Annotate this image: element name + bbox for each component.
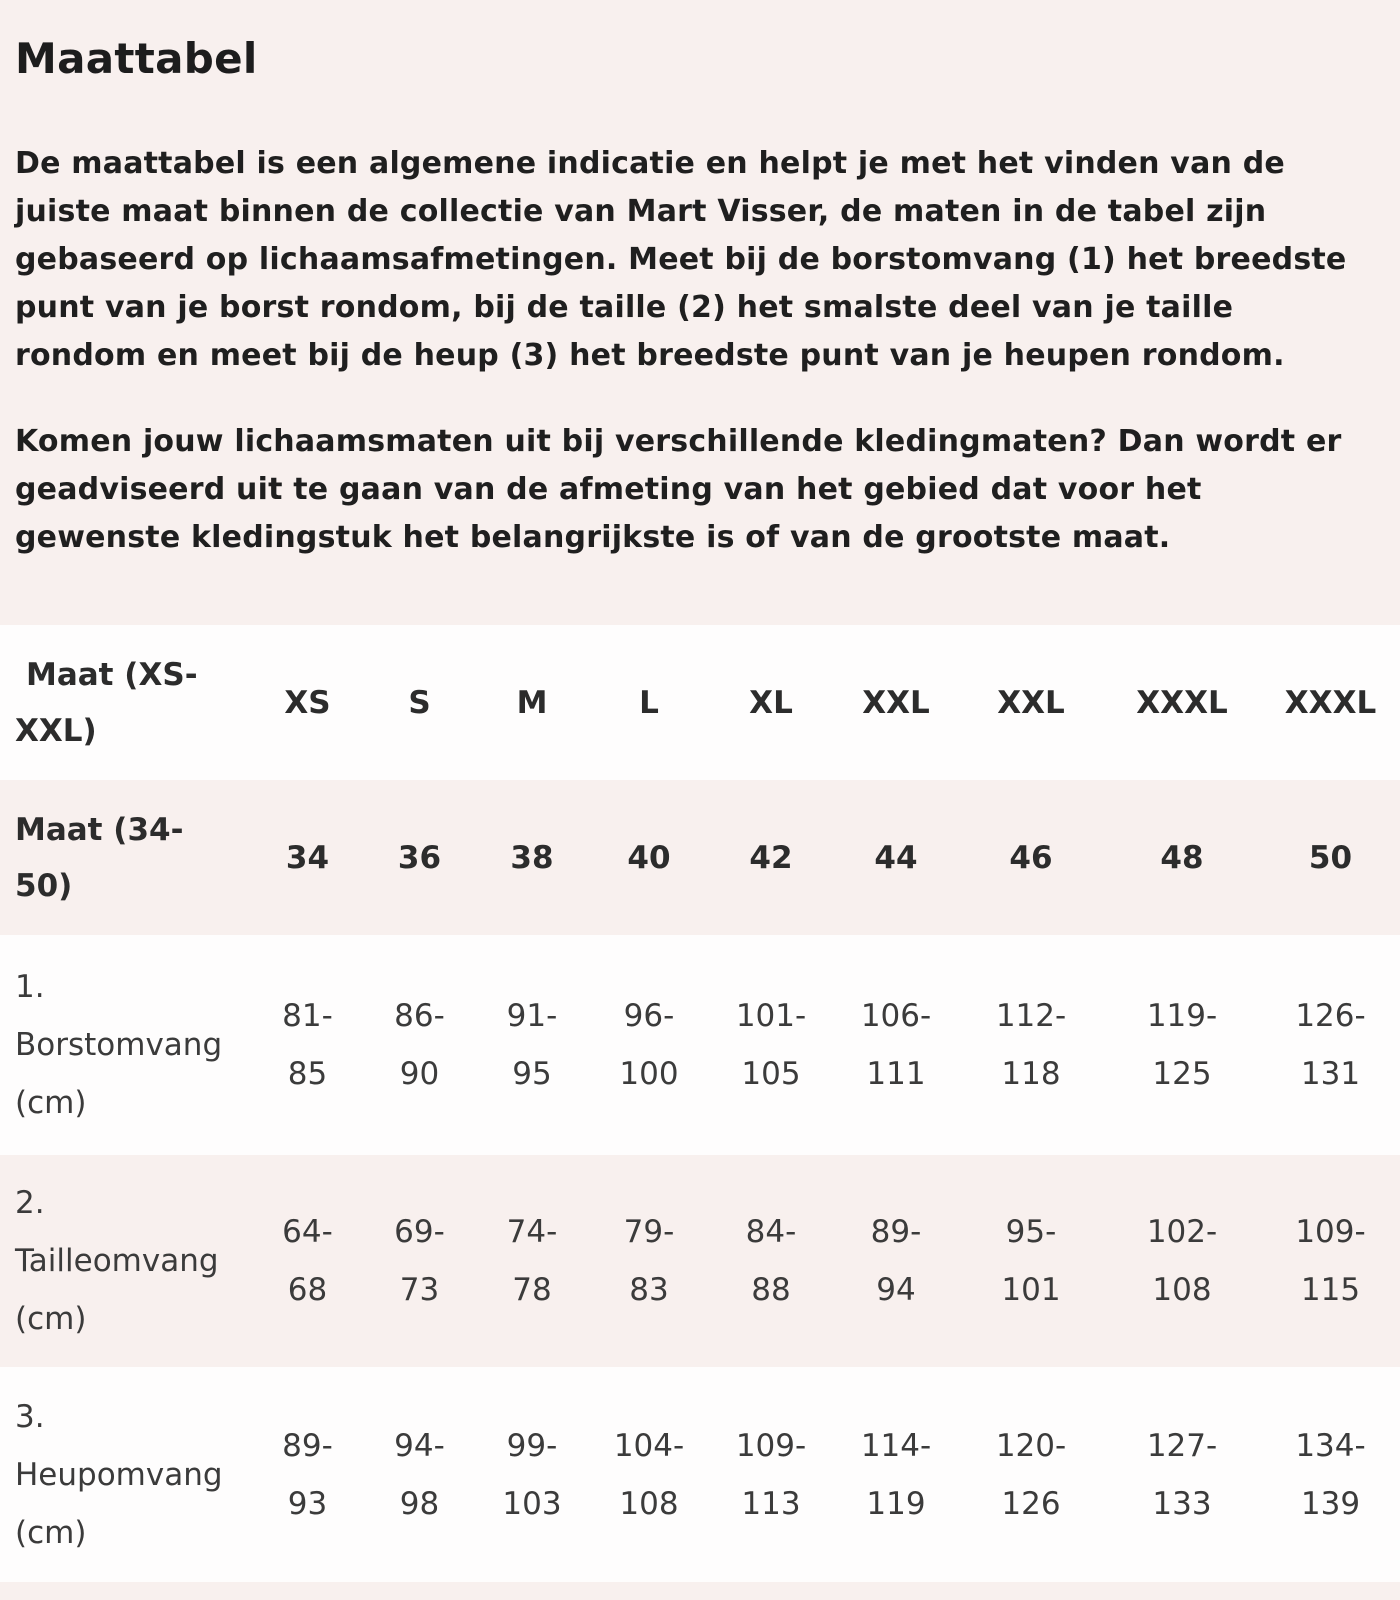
size-value-cell: 48 [1160,839,1204,876]
measure-value-cell: 79- 83 [623,1214,675,1308]
size-value-cell: L [639,684,659,721]
measure-value-cell: 114- 119 [860,1427,932,1522]
intro-paragraph: De maattabel is een algemene indicatie e… [15,146,1347,373]
page-title: Maattabel [15,34,258,83]
size-table: Maat (XS- XXL) XS S M L XL XXL XXL XXXL … [0,625,1400,1582]
size-value-cell: 46 [1009,839,1053,876]
row-label-size-letters: Maat (XS- XXL) [15,656,198,749]
measure-value-cell: 112- 118 [995,998,1067,1092]
measure-value-cell: 134- 139 [1295,1427,1366,1522]
measure-value-cell: 102- 108 [1146,1214,1218,1308]
measure-value-cell: 99- 103 [502,1427,562,1522]
measure-value-cell: 84- 88 [745,1214,797,1308]
measure-value-cell: 64- 68 [282,1214,333,1308]
measure-value-cell: 95- 101 [1001,1214,1061,1308]
measure-value-cell: 120- 126 [995,1427,1067,1522]
size-value-cell: M [516,684,548,721]
measure-value-cell: 96- 100 [619,998,679,1092]
measure-value-cell: 74- 78 [506,1214,558,1308]
measure-value-cell: 89- 94 [870,1214,922,1308]
size-value-cell: XXXL [1284,684,1377,721]
measure-value-cell: 127- 133 [1146,1427,1218,1522]
advice-paragraph: Komen jouw lichaamsmaten uit bij verschi… [15,424,1342,555]
size-value-cell: S [408,684,431,721]
size-value-cell: XXL [862,684,930,721]
table-row-size-letters: Maat (XS- XXL) XS S M L XL XXL XXL XXXL … [0,625,1400,780]
size-value-cell: 40 [627,839,671,876]
table-row-hip: 3. Heupomvang (cm) 89- 93 94- 98 99- 103… [0,1367,1400,1582]
table-row-waist: 2. Tailleomvang (cm) 64- 68 69- 73 74- 7… [0,1155,1400,1367]
size-value-cell: XXL [997,684,1065,721]
measure-value-cell: 81- 85 [282,998,333,1092]
size-value-cell: XS [284,684,331,721]
size-value-cell: XXXL [1136,684,1228,721]
measure-value-cell: 69- 73 [394,1214,445,1308]
size-value-cell: 36 [397,839,442,876]
size-value-cell: XL [749,684,793,721]
measure-value-cell: 94- 98 [394,1427,445,1522]
size-value-cell: 42 [749,839,793,876]
row-label-size-numbers: Maat (34- 50) [15,811,184,904]
size-value-cell: 44 [874,839,918,876]
measure-value-cell: 104- 108 [613,1427,685,1522]
measure-value-cell: 106- 111 [860,998,932,1092]
row-label-hip: 3. Heupomvang (cm) [15,1398,223,1551]
table-row-chest: 1. Borstomvang (cm) 81- 85 86- 90 91- 95… [0,935,1400,1155]
table-row-size-numbers: Maat (34- 50) 34 36 38 40 42 44 46 48 50 [0,780,1400,935]
measure-value-cell: 91- 95 [506,998,558,1092]
measure-value-cell: 109- 113 [735,1427,807,1522]
measure-value-cell: 86- 90 [394,998,445,1092]
size-value-cell: 38 [510,839,554,876]
row-label-waist: 2. Tailleomvang (cm) [15,1185,219,1337]
size-value-cell: 50 [1308,839,1353,876]
row-label-chest: 1. Borstomvang (cm) [15,969,223,1121]
measure-value-cell: 126- 131 [1295,998,1366,1092]
measure-value-cell: 89- 93 [282,1427,333,1522]
measure-value-cell: 119- 125 [1146,998,1218,1092]
size-guide-intro: Maattabel De maattabel is een algemene i… [0,0,1400,562]
measure-value-cell: 101- 105 [735,998,807,1092]
measure-value-cell: 109- 115 [1295,1214,1366,1308]
size-value-cell: 34 [285,839,330,876]
